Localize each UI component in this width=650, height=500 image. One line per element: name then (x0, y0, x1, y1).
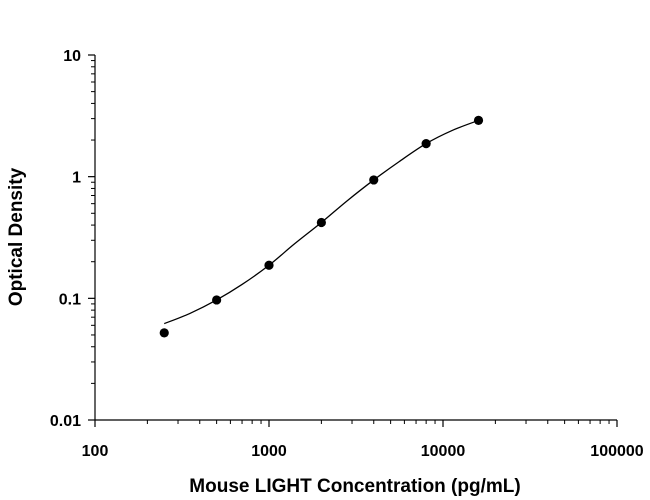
data-point (264, 260, 274, 270)
y-axis-label: Optical Density (6, 167, 27, 306)
axes (88, 54, 618, 427)
data-point (159, 328, 169, 338)
y-tick-label: 10 (63, 48, 81, 65)
x-tick-label: 1000 (251, 443, 287, 460)
data-point (421, 138, 431, 149)
data-point (316, 217, 326, 228)
y-tick-label: 0.1 (59, 291, 81, 308)
data-point (212, 295, 222, 305)
x-axis-label: Mouse LIGHT Concentration (pg/mL) (189, 476, 520, 497)
x-tick-label: 100000 (590, 443, 643, 460)
y-tick-label: 0.01 (50, 413, 81, 430)
x-tick-label: 100 (82, 443, 109, 460)
x-tick-label: 10000 (421, 443, 466, 460)
data-point (473, 115, 484, 126)
y-tick-label: 1 (72, 170, 81, 187)
data-point (369, 175, 379, 185)
data-points (159, 115, 484, 338)
tick-labels: 100 1000 10000 100000 10 1 0.1 0.01 (50, 48, 644, 460)
